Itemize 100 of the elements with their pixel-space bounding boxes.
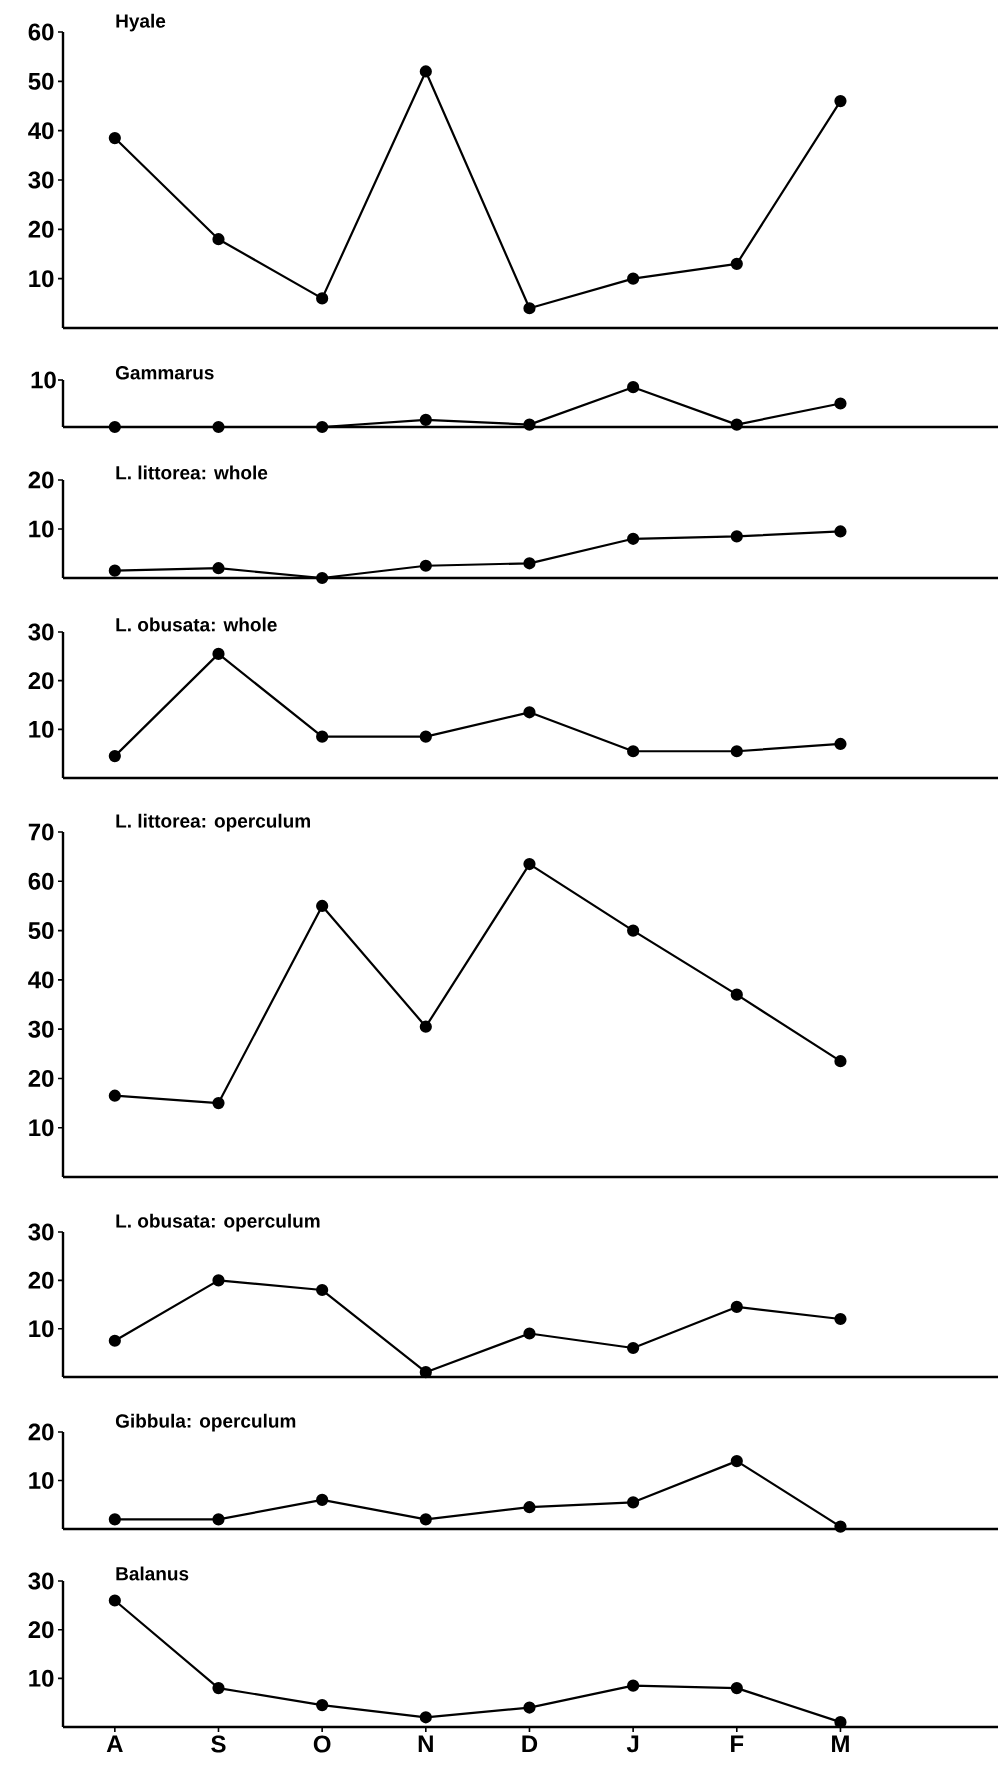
y-tick-label: 30 xyxy=(28,1223,54,1241)
x-tick-label: D xyxy=(522,1735,538,1753)
point xyxy=(316,571,329,585)
point xyxy=(108,420,121,434)
y-tick-label: 60 xyxy=(28,872,54,890)
point xyxy=(523,1501,536,1514)
y-tick-label: 10 xyxy=(29,720,54,738)
chart-title: L. littorea: operculum xyxy=(116,813,310,832)
point xyxy=(108,131,121,145)
point xyxy=(523,1701,536,1714)
point xyxy=(834,94,847,108)
y-tick-label: 30 xyxy=(28,623,54,641)
point xyxy=(108,1594,121,1607)
y-tick-label: 40 xyxy=(28,971,54,989)
chart-title: Gibbula: operculum xyxy=(115,1413,296,1432)
point xyxy=(627,272,640,285)
point xyxy=(212,1513,225,1526)
point xyxy=(627,1341,640,1355)
point xyxy=(523,706,536,719)
chart-title: Balanus xyxy=(116,1566,189,1581)
point xyxy=(419,1711,432,1724)
point xyxy=(419,65,432,78)
point xyxy=(108,1513,121,1526)
x-tick-label: S xyxy=(211,1735,226,1753)
point xyxy=(212,420,225,434)
point xyxy=(212,1681,225,1695)
point xyxy=(834,397,847,410)
point xyxy=(730,988,743,1001)
point xyxy=(316,292,329,305)
point xyxy=(627,1496,640,1509)
point xyxy=(212,647,225,661)
point xyxy=(627,1679,640,1692)
point xyxy=(108,564,121,577)
point xyxy=(212,562,225,575)
point xyxy=(523,557,536,570)
point xyxy=(316,1493,329,1507)
y-tick-label: 20 xyxy=(28,1423,54,1441)
x-tick-label: M xyxy=(832,1735,849,1753)
x-tick-label: A xyxy=(106,1735,123,1753)
y-tick-label: 20 xyxy=(28,471,54,489)
point xyxy=(834,1520,847,1533)
point xyxy=(419,1366,432,1379)
point xyxy=(523,418,536,431)
x-tick-label: N xyxy=(418,1735,433,1753)
point xyxy=(419,1513,432,1526)
chart-title: L. littorea: whole xyxy=(116,465,268,480)
point xyxy=(316,1283,329,1297)
point xyxy=(419,730,432,743)
y-tick-label: 10 xyxy=(29,1472,54,1490)
y-tick-label: 20 xyxy=(28,1069,54,1087)
point xyxy=(212,233,225,246)
point xyxy=(730,257,743,270)
point xyxy=(419,1020,432,1033)
y-tick-label: 10 xyxy=(29,1320,54,1338)
point xyxy=(730,1681,743,1695)
point xyxy=(523,302,536,315)
point xyxy=(627,924,640,937)
point xyxy=(730,1300,743,1314)
point xyxy=(316,730,329,743)
y-tick-label: 30 xyxy=(28,1572,54,1590)
point xyxy=(730,1455,743,1468)
point xyxy=(730,530,743,543)
point xyxy=(419,559,432,572)
x-tick-label: O xyxy=(313,1735,331,1753)
y-tick-label: 10 xyxy=(29,1119,54,1137)
x-tick-label: J xyxy=(626,1735,639,1753)
y-tick-label: 20 xyxy=(28,1271,54,1289)
point xyxy=(834,737,847,751)
y-tick-label: 70 xyxy=(28,823,54,841)
point xyxy=(316,1699,329,1712)
point xyxy=(523,1327,536,1340)
point xyxy=(419,413,432,426)
y-tick-label: 10 xyxy=(29,520,54,538)
point xyxy=(316,899,329,913)
point xyxy=(834,1055,847,1068)
point xyxy=(108,1089,121,1102)
point xyxy=(212,1096,225,1110)
x-tick-label: F xyxy=(731,1735,744,1753)
chart-title: L. obusata: operculum xyxy=(116,1213,320,1232)
point xyxy=(834,525,847,538)
chart-title: Hyale xyxy=(116,13,166,32)
point xyxy=(523,857,536,871)
point xyxy=(834,1716,847,1729)
point xyxy=(627,745,640,758)
chart-title: L. obusata: whole xyxy=(116,617,277,632)
point xyxy=(316,420,329,434)
chart-title: Gammarus xyxy=(115,366,214,380)
y-tick-label: 50 xyxy=(28,72,54,90)
y-tick-label: 60 xyxy=(28,23,54,41)
point xyxy=(627,532,640,545)
y-tick-label: 10 xyxy=(29,270,54,288)
y-tick-label: 40 xyxy=(28,122,54,140)
y-tick-label: 30 xyxy=(28,171,54,189)
point xyxy=(730,418,743,431)
y-tick-label: 50 xyxy=(28,922,54,940)
y-tick-label: 20 xyxy=(28,1621,54,1639)
point xyxy=(108,1334,121,1347)
point xyxy=(212,1274,225,1287)
point xyxy=(730,745,743,758)
y-tick-label: 10 xyxy=(29,1669,54,1687)
